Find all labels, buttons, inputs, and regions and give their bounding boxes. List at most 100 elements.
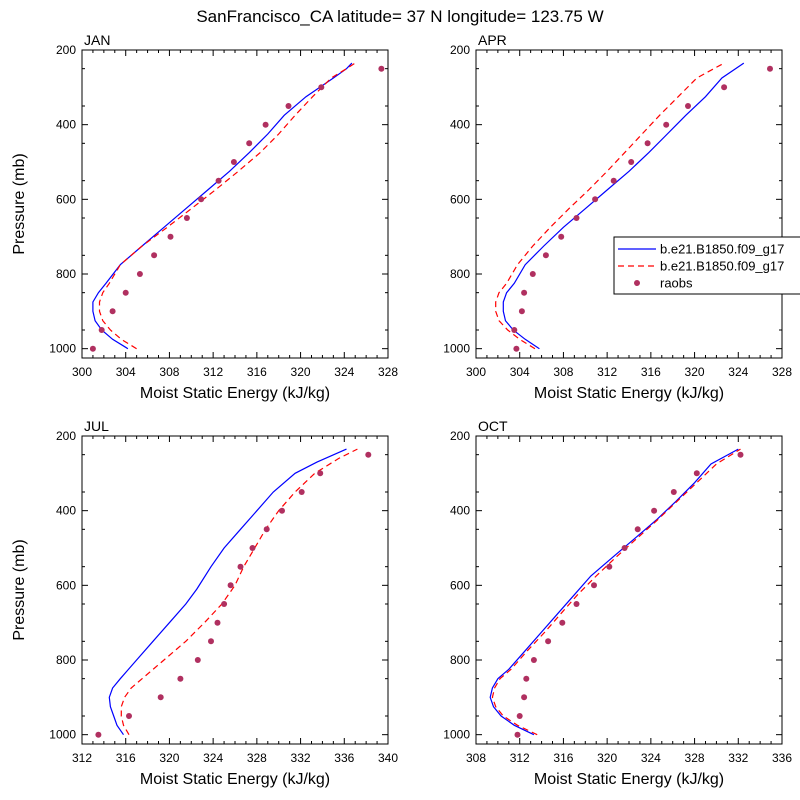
y-tick-label: 600 <box>56 578 76 592</box>
raobs-point <box>591 582 597 589</box>
y-tick-label: 400 <box>56 118 76 132</box>
series-line-blue <box>108 448 347 736</box>
x-tick-label: 300 <box>466 365 486 379</box>
y-tick-label: 800 <box>450 653 470 667</box>
raobs-point <box>670 489 677 495</box>
raobs-point <box>378 65 385 72</box>
raobs-point <box>279 507 285 514</box>
raobs-point <box>737 451 744 458</box>
raobs-point <box>89 345 96 352</box>
x-axis-title: Moist Static Energy (kJ/kg) <box>140 385 330 402</box>
legend-box <box>613 236 800 295</box>
raobs-point <box>573 601 580 607</box>
raobs-point <box>513 345 520 352</box>
legend-label: b.e21.B1850.f09_g17 <box>660 242 784 257</box>
raobs-point <box>651 507 658 514</box>
x-tick-label: 336 <box>772 751 792 765</box>
series-line-red-dashed <box>98 62 356 350</box>
raobs-point <box>317 470 324 477</box>
x-tick-label: 328 <box>378 365 398 379</box>
y-tick-label: 200 <box>56 429 76 443</box>
x-tick-label: 316 <box>247 365 267 379</box>
raobs-point <box>262 121 269 128</box>
x-axis-title: Moist Static Energy (kJ/kg) <box>534 385 724 402</box>
raobs-point <box>521 289 528 296</box>
y-tick-label: 800 <box>56 653 76 667</box>
y-tick-label: 800 <box>56 267 76 281</box>
raobs-point <box>221 601 228 607</box>
raobs-point <box>167 233 174 240</box>
plot-area <box>95 448 372 738</box>
legend: b.e21.B1850.f09_g17 b.e21.B1850.f09_g17ra… <box>613 236 800 295</box>
raobs-point <box>126 713 132 719</box>
raobs-point <box>237 563 244 570</box>
raobs-point <box>95 731 102 738</box>
y-tick-label: 1000 <box>49 728 76 742</box>
y-tick-label: 600 <box>450 578 470 592</box>
raobs-point <box>365 451 372 458</box>
raobs-point <box>298 489 305 495</box>
x-axis-title: Moist Static Energy (kJ/kg) <box>140 771 330 788</box>
raobs-point <box>516 713 523 719</box>
x-tick-label: 324 <box>334 365 354 379</box>
x-tick-label: 316 <box>116 751 136 765</box>
raobs-point <box>122 289 129 296</box>
x-tick-label: 316 <box>641 365 661 379</box>
x-tick-label: 324 <box>641 751 661 765</box>
y-tick-label: 400 <box>450 504 470 518</box>
raobs-point <box>157 694 164 701</box>
plot-frame <box>81 49 389 359</box>
raobs-point <box>767 65 773 72</box>
x-tick-label: 304 <box>116 365 136 379</box>
y-tick-label: 200 <box>56 43 76 57</box>
raobs-point <box>249 545 256 551</box>
raobs-point <box>663 121 670 128</box>
x-tick-label: 328 <box>772 365 792 379</box>
y-tick-label: 1000 <box>49 342 76 356</box>
raobs-point <box>606 563 613 570</box>
raobs-point <box>230 159 237 165</box>
x-tick-label: 300 <box>72 365 92 379</box>
x-tick-label: 336 <box>334 751 354 765</box>
x-tick-label: 312 <box>510 751 530 765</box>
raobs-point <box>136 271 143 277</box>
x-axis-title: Moist Static Energy (kJ/kg) <box>534 771 724 788</box>
y-tick-label: 1000 <box>443 728 470 742</box>
panel-jul: JUL 312 316 320 324 328 332 336 340 200 400 600 800 1… <box>11 418 398 788</box>
x-tick-label: 324 <box>728 365 748 379</box>
raobs-point <box>685 103 691 109</box>
raobs-point <box>559 619 566 626</box>
raobs-point <box>545 638 552 645</box>
legend-label: raobs <box>660 276 693 291</box>
raobs-point <box>634 526 641 533</box>
series-line-red-dashed <box>495 62 725 350</box>
legend-marker <box>634 280 640 286</box>
raobs-point <box>511 327 518 333</box>
x-tick-label: 320 <box>685 365 705 379</box>
x-tick-label: 312 <box>597 365 617 379</box>
x-tick-label: 332 <box>291 751 311 765</box>
y-tick-label: 1000 <box>443 342 470 356</box>
raobs-point <box>693 470 700 477</box>
series-line-red-dashed <box>120 448 358 736</box>
y-tick-label: 200 <box>450 429 470 443</box>
series-line-blue <box>502 62 745 350</box>
raobs-point <box>109 308 116 315</box>
panel-label-jan: JAN <box>84 32 110 48</box>
x-tick-label: 308 <box>159 365 179 379</box>
x-tick-label: 308 <box>553 365 573 379</box>
series-line-blue <box>92 62 353 350</box>
x-tick-label: 308 <box>466 751 486 765</box>
y-tick-label: 400 <box>450 118 470 132</box>
x-tick-label: 324 <box>203 751 223 765</box>
plot-area <box>495 62 773 352</box>
panel-label-oct: OCT <box>478 418 508 434</box>
raobs-point <box>214 619 221 626</box>
panel-label-jul: JUL <box>84 418 109 434</box>
raobs-point <box>514 731 521 738</box>
raobs-point <box>198 196 205 203</box>
x-tick-label: 332 <box>728 751 748 765</box>
x-tick-label: 316 <box>553 751 573 765</box>
raobs-point <box>194 657 201 663</box>
